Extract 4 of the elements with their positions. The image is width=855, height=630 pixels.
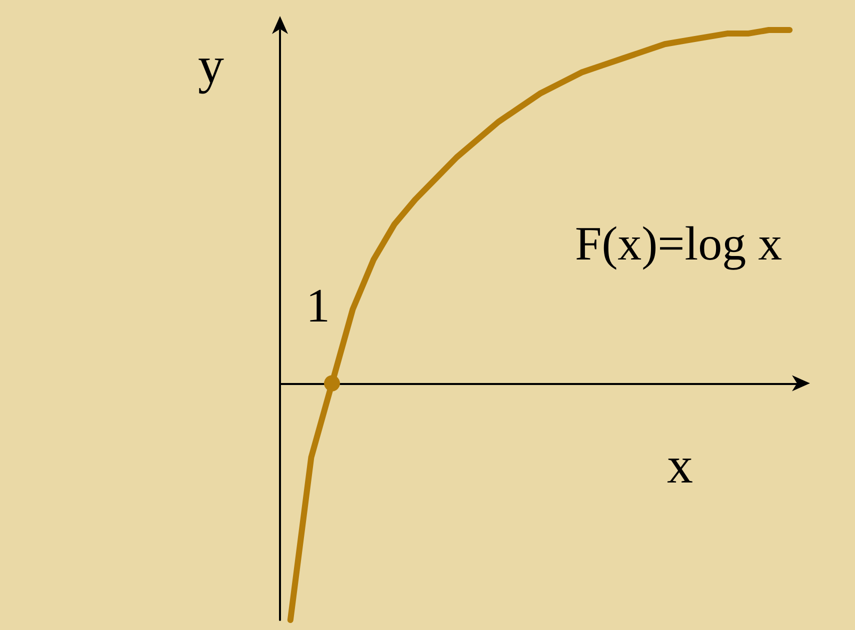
y-axis-title: y	[198, 38, 224, 94]
x-axis-title: x	[667, 438, 693, 494]
text: F(x)=log x	[575, 218, 782, 270]
annotation: 1	[306, 280, 330, 332]
